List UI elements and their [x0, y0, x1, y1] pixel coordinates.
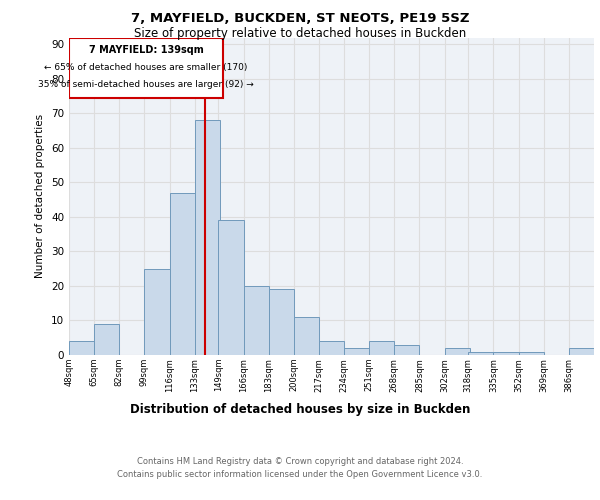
Text: Contains public sector information licensed under the Open Government Licence v3: Contains public sector information licen…	[118, 470, 482, 479]
Text: 7, MAYFIELD, BUCKDEN, ST NEOTS, PE19 5SZ: 7, MAYFIELD, BUCKDEN, ST NEOTS, PE19 5SZ	[131, 12, 469, 26]
FancyBboxPatch shape	[69, 38, 223, 98]
Bar	[394, 344, 419, 355]
Text: Distribution of detached houses by size in Buckden: Distribution of detached houses by size …	[130, 402, 470, 415]
Bar	[518, 352, 544, 355]
Bar	[218, 220, 244, 355]
Bar	[269, 290, 294, 355]
Text: 35% of semi-detached houses are larger (92) →: 35% of semi-detached houses are larger (…	[38, 80, 254, 89]
Bar	[369, 341, 394, 355]
Bar	[145, 268, 170, 355]
Text: Contains HM Land Registry data © Crown copyright and database right 2024.: Contains HM Land Registry data © Crown c…	[137, 458, 463, 466]
Text: Size of property relative to detached houses in Buckden: Size of property relative to detached ho…	[134, 28, 466, 40]
Bar	[493, 352, 518, 355]
Bar	[468, 352, 493, 355]
Text: 7 MAYFIELD: 139sqm: 7 MAYFIELD: 139sqm	[89, 44, 203, 54]
Bar	[244, 286, 269, 355]
Bar	[344, 348, 369, 355]
Bar	[94, 324, 119, 355]
Y-axis label: Number of detached properties: Number of detached properties	[35, 114, 46, 278]
Bar	[170, 193, 195, 355]
Bar	[569, 348, 594, 355]
Bar	[69, 341, 94, 355]
Bar	[445, 348, 470, 355]
Bar	[195, 120, 220, 355]
Text: ← 65% of detached houses are smaller (170): ← 65% of detached houses are smaller (17…	[44, 63, 248, 72]
Bar	[319, 341, 344, 355]
Bar	[294, 317, 319, 355]
